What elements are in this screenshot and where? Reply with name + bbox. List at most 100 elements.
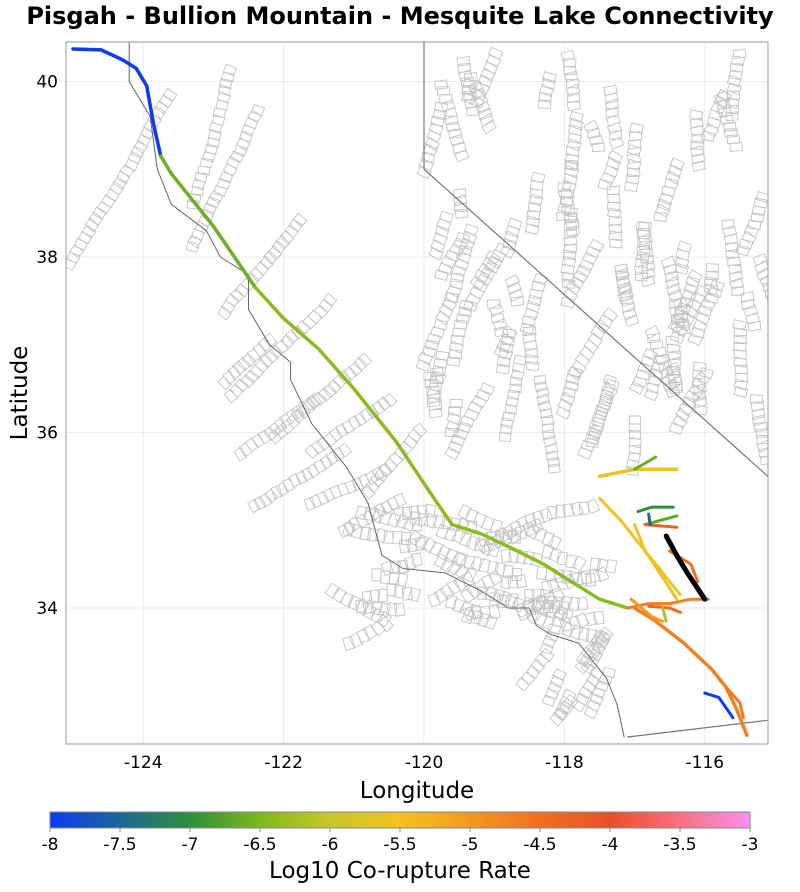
fault-section <box>376 396 392 412</box>
fault-section <box>751 414 767 427</box>
fault-section <box>263 250 278 265</box>
fault-section <box>407 587 422 603</box>
fault-section <box>304 444 319 459</box>
fault-section <box>241 123 256 137</box>
fault-section <box>627 138 642 150</box>
fault-section <box>238 442 253 458</box>
fault-section <box>365 478 380 494</box>
fault-section <box>588 238 605 253</box>
fault-section <box>576 596 589 611</box>
fault-section <box>187 234 202 249</box>
fault-section <box>239 374 255 389</box>
fault-section <box>534 381 548 393</box>
fault-section <box>250 103 266 117</box>
fault-section <box>431 370 447 384</box>
fault-section <box>689 290 706 305</box>
fault-section <box>487 255 503 270</box>
fault-section <box>664 270 680 283</box>
fault-section <box>728 270 744 283</box>
fault-section <box>526 209 541 221</box>
fault-section <box>257 337 272 353</box>
fault-section <box>496 356 511 368</box>
rupture-north-frontal-thrust <box>661 606 668 623</box>
fault-section <box>537 400 552 413</box>
fault-section <box>429 239 446 254</box>
rupture-calico-hidalgo <box>636 505 675 513</box>
fault-section <box>588 568 601 584</box>
fault-section <box>723 121 737 132</box>
fault-section <box>727 256 741 267</box>
fault-section <box>434 79 448 90</box>
fault-section <box>445 121 461 133</box>
fault-section <box>656 198 672 212</box>
fault-section <box>292 212 308 228</box>
fault-section <box>526 608 543 625</box>
fault-section <box>729 63 744 73</box>
fault-section <box>700 298 716 312</box>
fault-section <box>267 245 283 261</box>
y-axis-label: Latitude <box>7 346 33 441</box>
fault-section <box>565 225 581 237</box>
fault-section <box>687 269 704 284</box>
fault-section <box>263 349 279 364</box>
fault-section <box>466 106 480 116</box>
fault-section <box>559 616 573 633</box>
fault-section <box>354 505 368 521</box>
fault-section <box>401 587 413 601</box>
fault-section <box>491 588 506 604</box>
fault-section <box>501 335 515 346</box>
fault-section <box>564 380 579 392</box>
fault-section <box>396 559 410 575</box>
fault-section <box>525 300 541 314</box>
fault-section <box>455 231 471 245</box>
fault-section <box>279 229 295 245</box>
fault-section <box>617 281 633 294</box>
fault-section <box>282 477 295 493</box>
fault-section <box>595 566 610 583</box>
fault-section <box>500 548 512 563</box>
fault-section <box>450 335 464 345</box>
fault-section <box>376 611 392 628</box>
fault-section <box>538 99 552 109</box>
fault-section <box>547 456 561 468</box>
fault-section <box>769 302 783 313</box>
fault-section <box>594 629 610 644</box>
fault-section <box>594 318 610 335</box>
fault-section <box>628 437 643 449</box>
fault-section <box>371 568 382 582</box>
fault-section <box>507 389 520 400</box>
fault-section <box>541 635 557 649</box>
fault-section <box>640 275 656 288</box>
fault-section <box>514 574 528 589</box>
fault-section <box>322 292 338 308</box>
fault-section <box>619 295 635 307</box>
fault-section <box>324 582 341 599</box>
rupture-lenwood-lockhart <box>647 512 652 527</box>
fault-section <box>428 407 443 419</box>
rupture-san-andreas-mendocino <box>159 154 258 290</box>
fault-section <box>436 544 452 561</box>
fault-section <box>555 701 571 716</box>
fault-section <box>451 597 466 614</box>
fault-section <box>432 232 448 246</box>
colorbar-tick-label: -7 <box>182 835 199 855</box>
fault-section <box>303 496 317 511</box>
fault-section <box>435 350 450 362</box>
fault-section <box>543 595 555 610</box>
fault-section <box>342 521 356 537</box>
fault-section <box>677 402 694 417</box>
fault-section <box>574 612 590 629</box>
colorbar-tick-label: -5 <box>462 835 479 855</box>
fault-section <box>337 523 351 539</box>
fault-section <box>735 372 749 383</box>
fault-section <box>753 422 768 432</box>
fault-section <box>444 594 458 610</box>
fault-section <box>510 596 526 613</box>
fault-section <box>626 152 642 164</box>
fault-section <box>475 537 491 555</box>
fault-section <box>665 170 681 185</box>
fault-section <box>208 189 224 204</box>
fault-section <box>692 383 707 395</box>
fault-section <box>362 599 375 615</box>
fault-section <box>308 392 322 408</box>
